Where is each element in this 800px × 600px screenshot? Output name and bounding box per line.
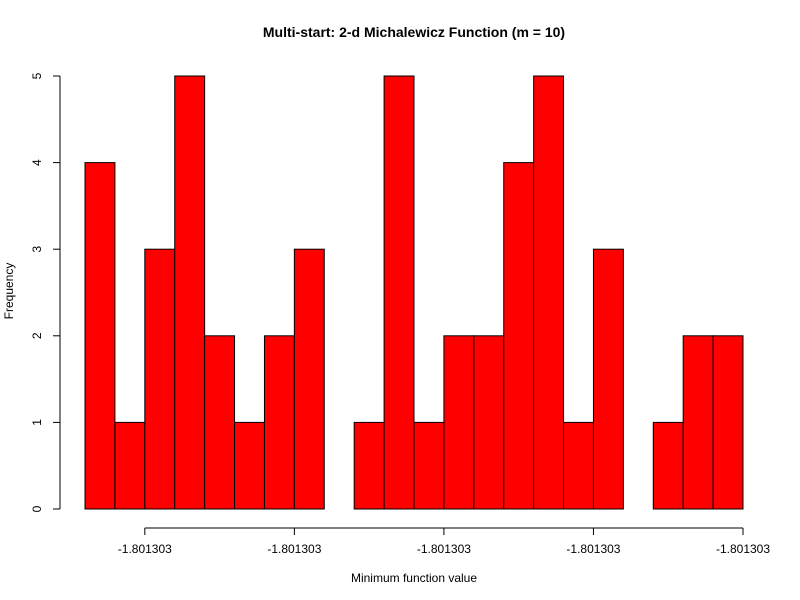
x-tick-label: -1.801303 xyxy=(118,542,172,556)
x-tick-label: -1.801303 xyxy=(267,542,321,556)
histogram-bar xyxy=(443,335,475,510)
bars-group xyxy=(84,75,744,510)
chart-title: Multi-start: 2-d Michalewicz Function (m… xyxy=(263,24,565,40)
x-tick-label: -1.801303 xyxy=(566,542,620,556)
histogram-bar xyxy=(563,421,594,510)
x-tick-label: -1.801303 xyxy=(417,542,471,556)
histogram-bar xyxy=(293,248,325,510)
histogram-bar xyxy=(413,421,445,510)
y-tick-label: 3 xyxy=(30,246,44,253)
histogram-bar xyxy=(204,335,236,510)
histogram-bar xyxy=(353,421,385,510)
y-tick-label: 2 xyxy=(30,332,44,339)
histogram-bar xyxy=(263,335,295,510)
y-tick-label: 4 xyxy=(30,159,44,166)
y-tick-label: 1 xyxy=(30,419,44,426)
histogram-bar xyxy=(383,75,415,510)
histogram-bar xyxy=(114,421,146,510)
x-tick-label: -1.801303 xyxy=(716,542,770,556)
x-axis-label: Minimum function value xyxy=(351,571,477,585)
histogram-bar xyxy=(652,421,684,510)
histogram-bar xyxy=(712,335,744,510)
histogram-bar xyxy=(592,248,624,510)
y-tick-label: 0 xyxy=(30,505,44,512)
histogram-bar xyxy=(144,248,176,510)
histogram-bar xyxy=(84,162,116,510)
histogram-bar xyxy=(533,75,565,510)
y-tick-label: 5 xyxy=(30,72,44,79)
x-axis: -1.801303 -1.801303 -1.801303 -1.801303 -1.8… xyxy=(118,527,770,556)
histogram-bar xyxy=(682,335,714,510)
histogram-bar xyxy=(473,335,505,510)
histogram-bar xyxy=(174,75,206,510)
histogram-bar xyxy=(503,162,535,510)
y-axis: 0 1 2 3 4 5 xyxy=(30,72,61,512)
y-axis-label: Frequency xyxy=(2,263,16,320)
histogram-bar xyxy=(234,421,265,510)
